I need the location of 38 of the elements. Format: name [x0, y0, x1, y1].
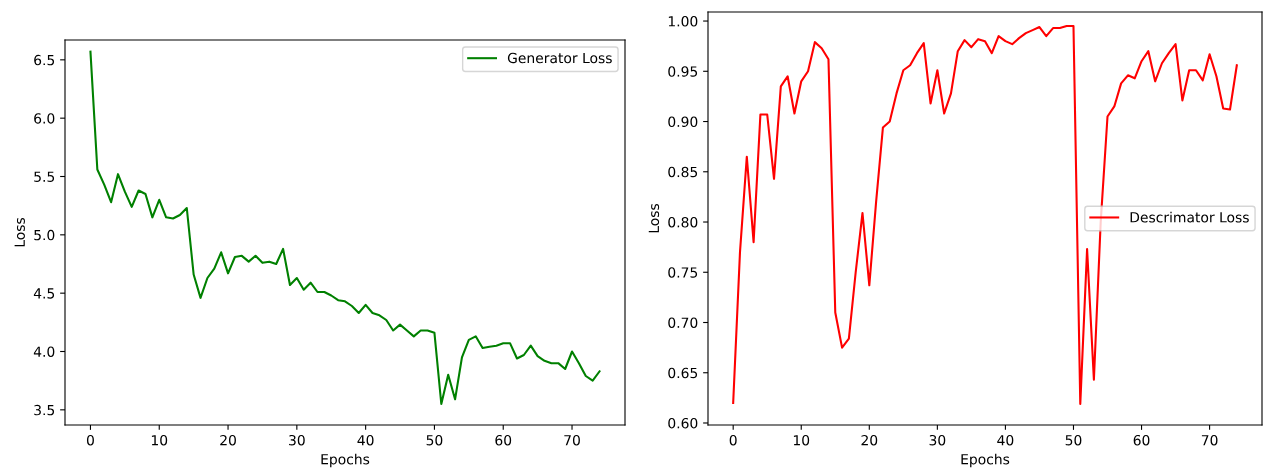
legend-label: Generator Loss — [507, 52, 612, 64]
x-tick-label: 0 — [86, 434, 94, 446]
x-tick-label: 40 — [997, 434, 1014, 446]
y-tick-label: 0.95 — [668, 66, 698, 77]
y-tick-label: 3.5 — [34, 404, 55, 416]
y-tick-label: 1.00 — [668, 16, 698, 27]
y-tick-label: 0.80 — [668, 216, 698, 228]
x-tick-label: 60 — [1133, 434, 1150, 446]
y-tick-label: 6.5 — [34, 54, 55, 66]
y-tick-label: 0.65 — [668, 367, 698, 379]
x-axis-title: Epochs — [961, 453, 1010, 468]
y-tick-label: 0.75 — [668, 267, 698, 278]
x-tick-label: 0 — [729, 434, 737, 446]
y-tick-label: 6.0 — [34, 113, 55, 124]
y-tick-label: 5.0 — [34, 229, 55, 241]
y-tick-label: 4.0 — [33, 346, 55, 357]
legend-label: Descrimator Loss — [1130, 211, 1249, 223]
x-tick-label: 10 — [793, 434, 810, 446]
x-tick-label: 40 — [357, 434, 374, 446]
y-axis-title: Loss — [648, 203, 660, 233]
y-tick-label: 5.5 — [34, 171, 55, 182]
x-tick-label: 10 — [151, 434, 168, 446]
x-tick-label: 30 — [929, 434, 946, 446]
y-axis-title: Loss — [14, 217, 25, 247]
y-tick-label: 0.90 — [668, 116, 698, 127]
x-axis-title: Epochs — [321, 453, 370, 468]
x-tick-label: 70 — [1201, 434, 1218, 446]
x-tick-label: 30 — [289, 434, 305, 446]
y-tick-label: 4.5 — [33, 288, 55, 299]
x-tick-label: 50 — [426, 434, 443, 446]
x-tick-label: 50 — [1065, 434, 1082, 446]
y-tick-label: 0.60 — [668, 417, 698, 429]
x-tick-label: 60 — [495, 434, 512, 446]
y-tick-label: 0.70 — [668, 317, 698, 328]
y-tick-label: 0.85 — [668, 166, 698, 178]
x-tick-label: 20 — [220, 434, 236, 446]
x-tick-label: 70 — [564, 434, 580, 446]
x-tick-label: 20 — [861, 434, 878, 446]
